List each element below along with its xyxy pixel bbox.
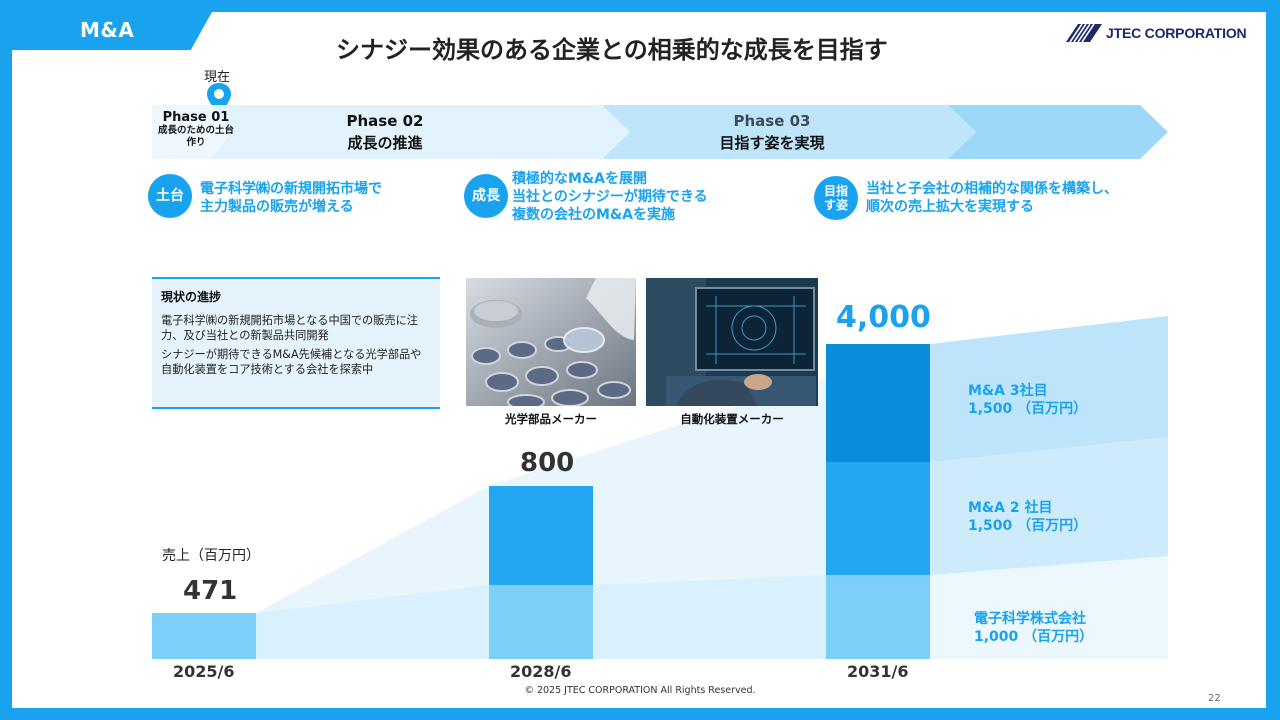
phase-arrow-band bbox=[152, 105, 1168, 159]
segment-name: M&A 2 社目 bbox=[968, 500, 1053, 516]
optical-lens-photo bbox=[466, 278, 636, 406]
segment-label-ma3: M&A 3社目 1,500 （百万円） bbox=[968, 382, 1087, 418]
segment-value: 1,000 （百万円） bbox=[974, 629, 1094, 645]
phase-01-subtitle: 成長のための土台作り bbox=[157, 125, 234, 148]
copyright: © 2025 JTEC CORPORATION All Rights Reser… bbox=[524, 685, 756, 696]
segment-name: M&A 3社目 bbox=[968, 383, 1048, 399]
total-2025: 471 bbox=[183, 576, 238, 606]
x-tick-2031: 2031/6 bbox=[847, 662, 909, 681]
section-tab bbox=[0, 12, 212, 50]
frame-bottom bbox=[0, 708, 1280, 720]
page-number: 22 bbox=[1208, 693, 1221, 704]
progress-box: 現状の進捗 電子科学㈱の新規開拓市場となる中国での販売に注力、及び当社との新製品… bbox=[152, 277, 440, 409]
pillar-foundation-line: 主力製品の販売が増える bbox=[200, 199, 354, 215]
company-logo: JTEC CORPORATION bbox=[1064, 22, 1247, 44]
segment-name: 電子科学株式会社 bbox=[974, 611, 1086, 627]
y-axis-label: 売上（百万円） bbox=[162, 548, 260, 564]
bar-2031-denshi bbox=[826, 575, 930, 659]
bar-2028-ma bbox=[489, 486, 593, 585]
total-2028: 800 bbox=[520, 448, 575, 478]
x-tick-2028: 2028/6 bbox=[510, 662, 572, 681]
automation-maker-caption: 自動化装置メーカー bbox=[680, 412, 784, 426]
pillar-growth-text: 積極的なM&Aを展開 当社とのシナジーが期待できる 複数の会社のM&Aを実施 bbox=[512, 170, 708, 224]
phase-03-title: Phase 03 bbox=[733, 112, 811, 130]
bar-2031-ma3 bbox=[826, 344, 930, 462]
now-label: 現在 bbox=[204, 70, 231, 85]
pillar-goal-text: 当社と子会社の相補的な関係を構築し、 順次の売上拡大を実現する bbox=[866, 180, 1118, 216]
frame-right bbox=[1266, 0, 1280, 720]
pillar-growth-line: 積極的なM&Aを展開 bbox=[512, 171, 647, 187]
pillar-growth-line: 複数の会社のM&Aを実施 bbox=[512, 207, 675, 223]
badge-foundation: 土台 bbox=[148, 174, 192, 218]
phase-03: Phase 03 目指す姿を実現 bbox=[680, 112, 864, 153]
section-label: M&A bbox=[80, 18, 135, 42]
pillar-goal-line: 当社と子会社の相補的な関係を構築し、 bbox=[866, 181, 1118, 197]
frame-left bbox=[0, 0, 12, 720]
badge-growth: 成長 bbox=[464, 174, 508, 218]
bar-2028-base bbox=[489, 585, 593, 659]
segment-label-ma2: M&A 2 社目 1,500 （百万円） bbox=[968, 499, 1087, 535]
bar-2025-base bbox=[152, 613, 256, 659]
optical-maker-caption: 光学部品メーカー bbox=[505, 412, 597, 426]
total-2031: 4,000 bbox=[836, 300, 931, 335]
segment-value: 1,500 （百万円） bbox=[968, 518, 1088, 534]
segment-label-denshi: 電子科学株式会社 1,000 （百万円） bbox=[974, 610, 1093, 646]
badge-goal: 目指す姿 bbox=[814, 176, 858, 220]
phase-02: Phase 02 成長の推進 bbox=[300, 112, 470, 153]
pillar-foundation-line: 電子科学㈱の新規開拓市場で bbox=[200, 181, 382, 197]
phase-01: Phase 01 成長のための土台作り bbox=[156, 110, 236, 149]
automation-monitor-photo bbox=[646, 278, 818, 406]
x-tick-2025: 2025/6 bbox=[173, 662, 235, 681]
progress-text-2: シナジーが期待できるM&A先候補となる光学部品や自動化装置をコア技術とする会社を… bbox=[161, 348, 422, 376]
automation-monitor-image bbox=[646, 278, 818, 406]
pillar-foundation-text: 電子科学㈱の新規開拓市場で 主力製品の販売が増える bbox=[200, 180, 382, 216]
progress-title: 現状の進捗 bbox=[161, 290, 222, 304]
phase-03-subtitle: 目指す姿を実現 bbox=[719, 134, 825, 152]
frame-top bbox=[0, 0, 1280, 12]
phase-01-title: Phase 01 bbox=[162, 110, 230, 125]
phase-02-title: Phase 02 bbox=[346, 112, 424, 130]
optical-lens-image bbox=[466, 278, 636, 406]
bar-2031-ma2 bbox=[826, 462, 930, 575]
phase-02-subtitle: 成長の推進 bbox=[347, 134, 423, 152]
page-title: シナジー効果のある企業との相乗的な成長を目指す bbox=[336, 36, 888, 64]
pillar-growth-line: 当社とのシナジーが期待できる bbox=[512, 189, 708, 205]
segment-value: 1,500 （百万円） bbox=[968, 401, 1088, 417]
logo-text: JTEC CORPORATION bbox=[1106, 25, 1247, 41]
progress-text-1: 電子科学㈱の新規開拓市場となる中国での販売に注力、及び当社との新製品共同開発 bbox=[161, 314, 418, 342]
pillar-goal-line: 順次の売上拡大を実現する bbox=[866, 199, 1034, 215]
logo-stripes-icon bbox=[1066, 24, 1102, 42]
